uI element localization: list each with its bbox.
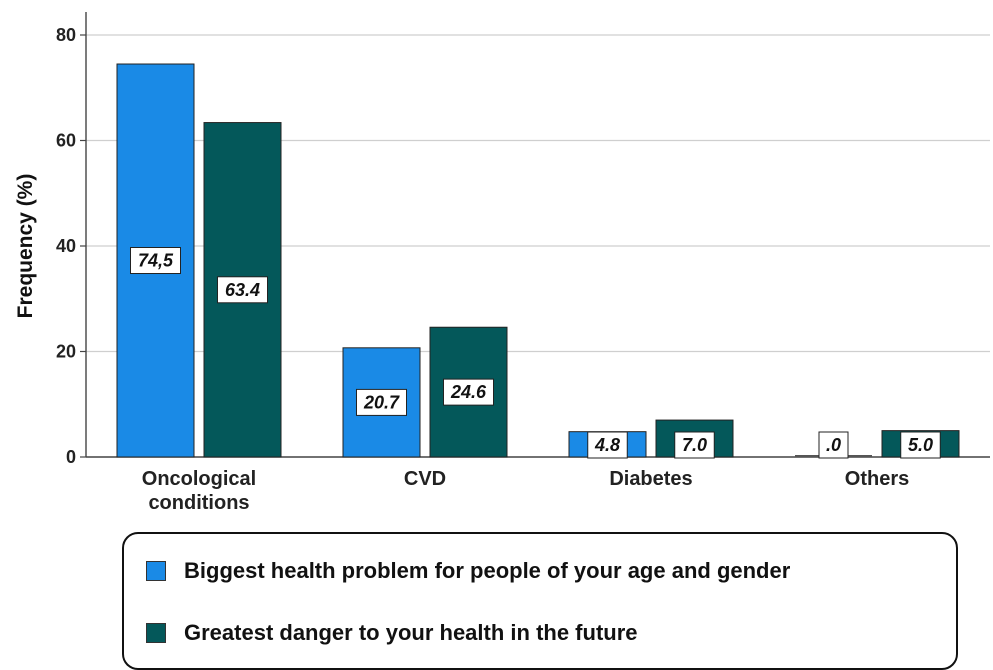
bar-chart: 0 20 40 60 80 74,5 63.4 20.7 24.6 4.8 7.0 .0 5.0 On… (14, 12, 990, 514)
legend-swatch-series-1 (146, 561, 166, 581)
data-labels: 74,5 63.4 20.7 24.6 4.8 7.0 .0 5.0 (130, 247, 941, 459)
data-label-text: 7.0 (682, 435, 707, 455)
legend-item-series-1: Biggest health problem for people of you… (146, 558, 790, 584)
x-tick-label-line: Others (845, 468, 909, 490)
data-label-series-1-cat-3: 4.8 (587, 431, 628, 459)
y-tick-label: 60 (56, 131, 76, 151)
axes: 0 20 40 60 80 (56, 12, 990, 467)
data-label-box (674, 431, 715, 459)
data-label-box (443, 378, 494, 406)
data-label-text: .0 (826, 435, 841, 455)
x-tick-label-line: CVD (404, 468, 446, 490)
legend: Biggest health problem for people of you… (122, 532, 958, 670)
data-label-box (217, 276, 268, 304)
x-tick-label-line: Diabetes (609, 468, 692, 490)
y-tick-label: 20 (56, 342, 76, 362)
data-label-box (356, 388, 407, 416)
category-labels: Oncological conditions CVD Diabetes Others (142, 468, 909, 514)
data-label-series-1-cat-1: 74,5 (130, 247, 181, 275)
bars (116, 63, 960, 458)
y-tick-label: 40 (56, 236, 76, 256)
legend-item-series-2: Greatest danger to your health in the fu… (146, 620, 638, 646)
data-label-text: 24.6 (450, 382, 487, 402)
data-label-text: 74,5 (138, 251, 174, 271)
x-tick-label-line: Oncological (142, 468, 256, 490)
data-label-box (130, 247, 181, 275)
legend-label-series-1: Biggest health problem for people of you… (184, 558, 791, 583)
data-label-text: 20.7 (363, 392, 400, 412)
data-label-series-1-cat-2: 20.7 (356, 388, 407, 416)
data-label-text: 4.8 (594, 435, 620, 455)
data-label-series-2-cat-2: 24.6 (443, 378, 494, 406)
data-label-series-2-cat-1: 63.4 (217, 276, 268, 304)
y-tick-label: 0 (66, 447, 76, 467)
data-label-series-1-cat-4: .0 (818, 431, 849, 459)
legend-swatch-series-2 (146, 623, 166, 643)
data-label-series-2-cat-4: 5.0 (900, 431, 941, 459)
data-label-text: 63.4 (225, 280, 260, 300)
y-tick-label: 80 (56, 25, 76, 45)
x-tick-label: Diabetes (609, 468, 692, 490)
x-tick-label-line: conditions (148, 492, 249, 514)
data-label-box (587, 431, 628, 459)
legend-label-series-2: Greatest danger to your health in the fu… (184, 620, 638, 645)
data-label-box (818, 431, 849, 459)
x-tick-label: CVD (404, 468, 446, 490)
data-label-box (900, 431, 941, 459)
x-tick-label: Oncological conditions (142, 468, 256, 514)
data-label-series-2-cat-3: 7.0 (674, 431, 715, 459)
x-tick-label: Others (845, 468, 909, 490)
y-axis-title: Frequency (%) (14, 174, 37, 319)
data-label-text: 5.0 (908, 435, 933, 455)
